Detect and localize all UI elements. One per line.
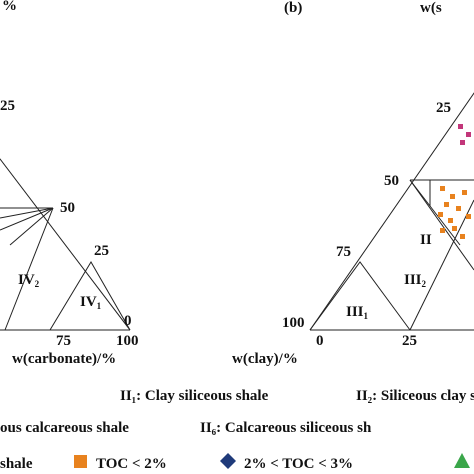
axis-label: w(carbonate)/%	[12, 351, 116, 367]
tick: 25	[94, 243, 109, 259]
tick: 0	[124, 313, 132, 329]
legend-marker	[454, 453, 470, 468]
sample	[466, 214, 471, 219]
edge	[309, 92, 474, 331]
tick: 25	[0, 98, 15, 114]
panel-label: (b)	[284, 0, 302, 16]
boundary	[4, 207, 54, 331]
tick: 25	[402, 333, 417, 349]
tick: 75	[56, 333, 71, 349]
legend-text: II₁: Clay siliceous shale	[120, 388, 269, 404]
axis-label: %	[2, 0, 17, 14]
sample	[452, 226, 457, 231]
tick: 100	[282, 315, 305, 331]
sample	[460, 234, 465, 239]
tick: 75	[336, 244, 351, 260]
tick: 0	[316, 333, 324, 349]
legend-text: ous calcareous shale	[0, 420, 129, 436]
sample	[462, 190, 467, 195]
tick: 50	[384, 173, 399, 189]
zone-label: III1	[346, 304, 369, 321]
boundary	[409, 179, 474, 271]
sample	[440, 186, 445, 191]
sample	[448, 218, 453, 223]
left-ternary: % 25 50 25 IV2 IV1 0 75 100 w(carbonate)…	[0, 0, 139, 367]
axis-label: w(clay)/%	[232, 351, 298, 367]
tick: 100	[116, 333, 139, 349]
zone-label: IV1	[80, 294, 102, 311]
sample	[460, 140, 465, 145]
legend-marker	[74, 455, 87, 468]
sample	[450, 194, 455, 199]
zone-label: IV2	[18, 272, 40, 289]
boundary	[9, 207, 54, 246]
boundary	[409, 199, 474, 331]
samples	[438, 124, 471, 239]
boundary	[0, 207, 54, 231]
boundary	[409, 179, 461, 246]
legend-text: II₆: Calcareous siliceous sh	[200, 420, 372, 436]
boundary	[309, 261, 411, 331]
edge	[0, 158, 131, 331]
legend: II₁: Clay siliceous shale II₂: Siliceous…	[0, 388, 474, 472]
boundary	[49, 261, 131, 331]
sample	[458, 124, 463, 129]
sample	[440, 228, 445, 233]
right-ternary: (b) w(s 25 50 75 100 0 25 III2 III1 II w…	[232, 0, 474, 367]
sample	[466, 132, 471, 137]
sample	[438, 212, 443, 217]
tick: 25	[436, 100, 451, 116]
legend-marker	[220, 453, 236, 469]
sample	[456, 206, 461, 211]
legend-text: 2% < TOC < 3%	[244, 456, 353, 472]
legend-text: TOC < 2%	[96, 456, 167, 472]
zone-label: III2	[404, 272, 427, 289]
sample	[444, 202, 449, 207]
legend-text: shale	[0, 456, 33, 472]
legend-text: II₂: Siliceous clay s	[356, 388, 474, 404]
axis-label: w(s	[420, 0, 442, 16]
zone-label: II	[420, 232, 432, 248]
boundary	[0, 207, 54, 219]
tick: 50	[60, 200, 75, 216]
